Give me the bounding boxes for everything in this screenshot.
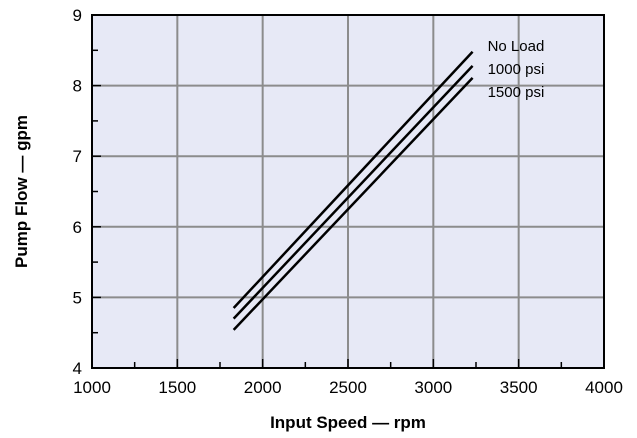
series-lines <box>232 50 474 331</box>
y-axis-title: Pump Flow — gpm <box>12 115 31 268</box>
y-tick-labels: 4 5 6 7 8 9 <box>73 6 82 378</box>
y-tick-label: 9 <box>73 6 82 25</box>
y-tick-label: 7 <box>73 147 82 166</box>
x-tick-label: 2500 <box>329 378 367 397</box>
series-label-0: No Load <box>488 38 545 55</box>
x-tick-label: 3000 <box>414 378 452 397</box>
x-axis-title: Input Speed — rpm <box>270 413 426 432</box>
y-tick-label: 5 <box>73 288 82 307</box>
x-tick-label: 3500 <box>500 378 538 397</box>
series-line-2 <box>232 76 474 331</box>
x-tick-label: 4000 <box>585 378 623 397</box>
series-line-1 <box>232 64 474 320</box>
y-tick-label: 6 <box>73 218 82 237</box>
series-line-0 <box>232 50 474 309</box>
y-tick-label: 8 <box>73 77 82 96</box>
x-tick-label: 1500 <box>158 378 196 397</box>
grid <box>92 15 604 368</box>
minor-ticks <box>91 14 605 369</box>
x-tick-labels: 1000 1500 2000 2500 3000 3500 4000 <box>73 378 623 397</box>
y-tick-label: 4 <box>73 359 82 378</box>
series-label-1: 1000 psi <box>488 61 545 78</box>
series-label-2: 1500 psi <box>488 84 545 101</box>
series-labels: No Load 1000 psi 1500 psi <box>488 38 545 101</box>
x-tick-label: 2000 <box>244 378 282 397</box>
x-tick-label: 1000 <box>73 378 111 397</box>
